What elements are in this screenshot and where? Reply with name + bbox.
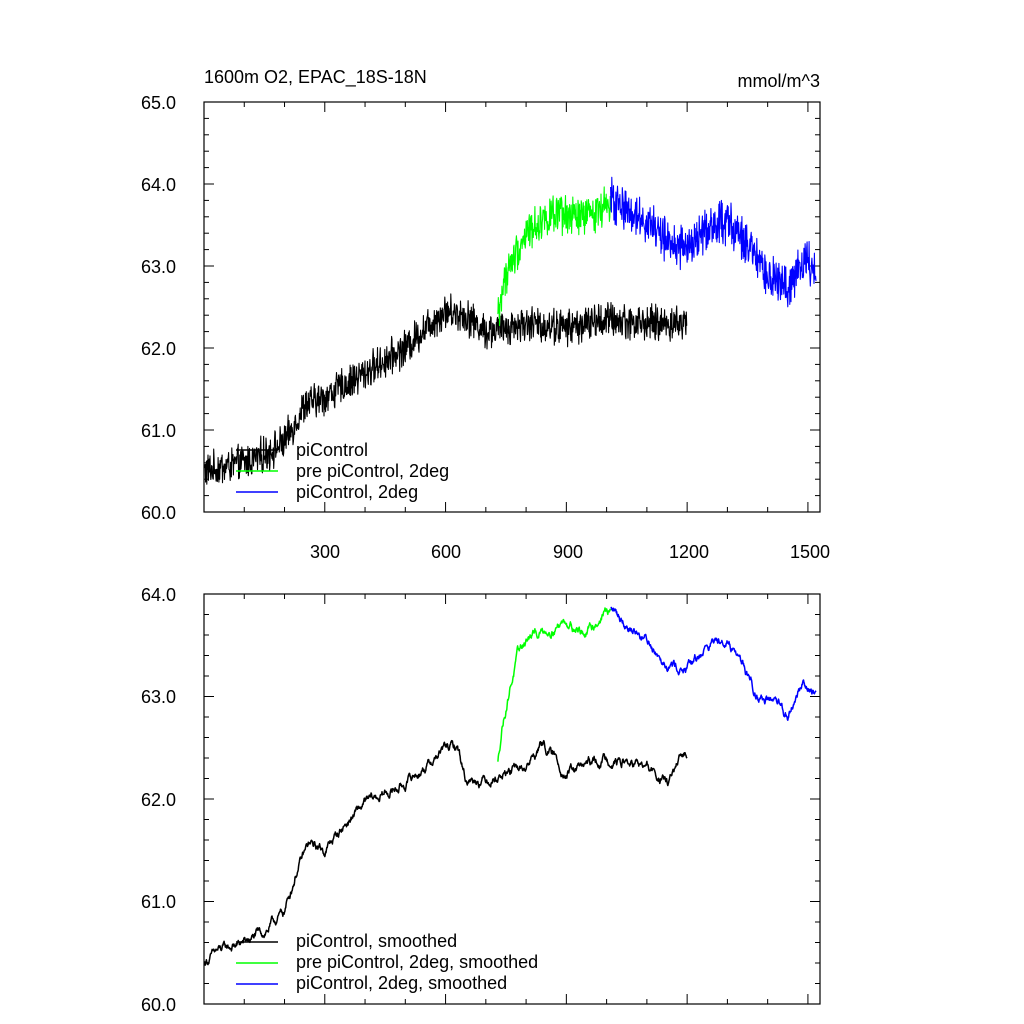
top-ytick-label-1: 61.0 xyxy=(141,421,176,441)
bottom-legend: piControl, smoothed pre piControl, 2deg,… xyxy=(236,931,538,993)
bottom-series-group xyxy=(203,606,817,966)
top-chart-units: mmol/m^3 xyxy=(738,71,820,91)
top-legend-label-picontrol-2deg: piControl, 2deg xyxy=(296,482,418,502)
top-legend-label-picontrol: piControl xyxy=(296,440,368,460)
bottom-series-pre-picontrol-2deg-smoothed xyxy=(497,607,612,762)
bottom-panel: 60.0 61.0 62.0 63.0 64.0 piControl, smoo… xyxy=(141,585,821,1015)
top-ytick-label-0: 60.0 xyxy=(141,503,176,523)
bottom-series-picontrol-2deg-smoothed xyxy=(610,606,817,721)
bottom-legend-label-picontrol-2deg-smoothed: piControl, 2deg, smoothed xyxy=(296,973,507,993)
bottom-ytick-label-1: 61.0 xyxy=(141,892,176,912)
top-y-axis: 60.0 61.0 62.0 63.0 64.0 65.0 xyxy=(141,93,176,523)
top-series-picontrol xyxy=(203,293,688,485)
top-ytick-label-5: 65.0 xyxy=(141,93,176,113)
top-xtick-label-300: 300 xyxy=(310,542,340,562)
top-x-axis: 300 600 900 1200 1500 xyxy=(310,542,830,562)
bottom-ytick-label-3: 63.0 xyxy=(141,687,176,707)
bottom-series-picontrol-smoothed xyxy=(203,739,688,966)
top-plot-frame xyxy=(203,101,821,513)
top-legend: piControl pre piControl, 2deg piControl,… xyxy=(236,440,449,502)
top-series-pre-picontrol-2deg xyxy=(497,186,612,327)
top-xtick-label-1200: 1200 xyxy=(669,542,709,562)
top-series-picontrol-2deg xyxy=(610,176,817,308)
bottom-legend-label-pre-picontrol-2deg-smoothed: pre piControl, 2deg, smoothed xyxy=(296,952,538,972)
top-xtick-label-600: 600 xyxy=(431,542,461,562)
top-ytick-label-3: 63.0 xyxy=(141,257,176,277)
top-legend-label-pre-picontrol-2deg: pre piControl, 2deg xyxy=(296,461,449,481)
top-xtick-label-1500: 1500 xyxy=(790,542,830,562)
top-ytick-label-4: 64.0 xyxy=(141,175,176,195)
top-panel: 1600m O2, EPAC_18S-18N mmol/m^3 60.0 61.… xyxy=(141,67,830,562)
top-xtick-label-900: 900 xyxy=(553,542,583,562)
top-series-group xyxy=(203,176,817,485)
bottom-ytick-label-2: 62.0 xyxy=(141,790,176,810)
bottom-legend-label-picontrol-smoothed: piControl, smoothed xyxy=(296,931,457,951)
bottom-ytick-label-4: 64.0 xyxy=(141,585,176,605)
bottom-axis-ticks xyxy=(204,593,820,1005)
bottom-y-axis: 60.0 61.0 62.0 63.0 64.0 xyxy=(141,585,176,1015)
bottom-plot-frame xyxy=(203,593,821,1005)
top-ytick-label-2: 62.0 xyxy=(141,339,176,359)
top-chart-title: 1600m O2, EPAC_18S-18N xyxy=(204,67,427,88)
bottom-ytick-label-0: 60.0 xyxy=(141,995,176,1015)
